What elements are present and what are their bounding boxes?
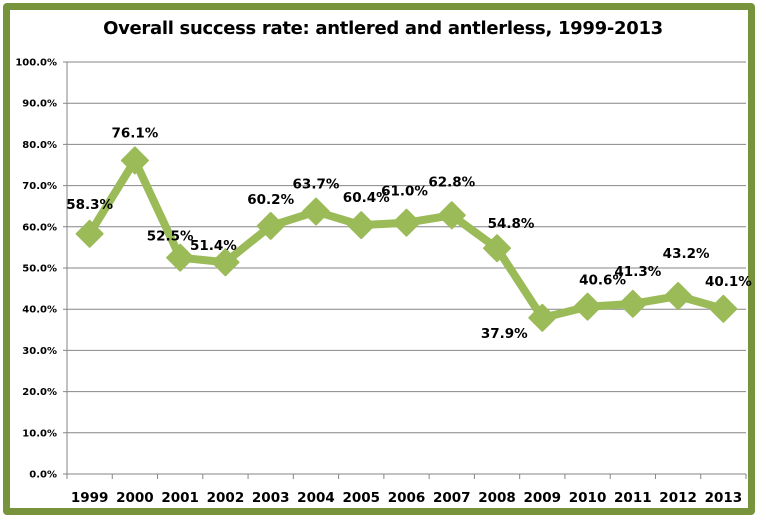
axes — [66, 62, 747, 479]
y-tick-label: 70.0% — [22, 181, 57, 192]
y-tick-label: 80.0% — [22, 140, 57, 151]
data-point-marker — [256, 211, 285, 240]
data-label: 41.3% — [614, 264, 661, 280]
y-tick-label: 0.0% — [29, 470, 57, 481]
data-point-marker — [347, 211, 376, 240]
y-tick-label: 50.0% — [22, 264, 57, 275]
data-label: 40.1% — [705, 274, 752, 290]
data-label: 43.2% — [663, 246, 710, 262]
data-label: 52.5% — [147, 229, 194, 245]
data-label: 76.1% — [111, 125, 158, 141]
x-tick-label: 2013 — [705, 490, 743, 506]
data-label: 61.0% — [381, 184, 428, 200]
data-label: 60.2% — [247, 192, 294, 208]
y-tick-label: 60.0% — [22, 222, 57, 233]
data-point-marker — [709, 294, 738, 323]
data-point-marker — [483, 234, 512, 263]
data-label: 51.4% — [190, 238, 237, 254]
x-axis-tick-labels: 1999 2000 2001 2002 2003 2004 2005 2006 2007 2008… — [71, 490, 742, 506]
y-tick-label: 100.0% — [15, 58, 57, 69]
x-tick-label: 2001 — [161, 490, 199, 506]
data-point-marker — [664, 282, 693, 311]
data-label: 62.8% — [428, 174, 475, 190]
x-tick-label: 2006 — [388, 490, 426, 506]
chart-frame — [3, 3, 755, 515]
data-point-marker — [573, 292, 602, 321]
data-point-marker — [528, 303, 557, 332]
y-tick-label: 30.0% — [22, 346, 57, 357]
x-tick-label: 2012 — [659, 490, 697, 506]
data-point-marker — [437, 201, 466, 230]
x-tick-label: 1999 — [71, 490, 109, 506]
data-label: 58.3% — [66, 197, 113, 213]
data-label: 60.4% — [343, 190, 390, 206]
x-tick-label: 2010 — [569, 490, 607, 506]
x-tick-label: 2004 — [297, 490, 335, 506]
x-tick-label: 2000 — [116, 490, 154, 506]
chart-title: Overall success rate: antlered and antle… — [103, 18, 663, 39]
data-label: 63.7% — [293, 177, 340, 193]
y-axis-tick-labels: 0.0% 10.0% 20.0% 30.0% 40.0% 50.0% 60.0% 70.0% 8… — [15, 58, 57, 481]
x-tick-label: 2002 — [207, 490, 245, 506]
y-tick-label: 90.0% — [22, 99, 57, 110]
series-markers — [75, 146, 738, 332]
data-point-marker — [301, 197, 330, 226]
data-label: 40.6% — [579, 273, 626, 289]
x-tick-label: 2003 — [252, 490, 290, 506]
y-tick-label: 40.0% — [22, 305, 57, 316]
y-tick-label: 20.0% — [22, 387, 57, 398]
x-tick-label: 2011 — [614, 490, 652, 506]
data-point-marker — [166, 243, 195, 272]
data-labels: 58.3% 76.1% 52.5%51.4% 60.2%63.7%60.4%61.0%… — [66, 125, 752, 341]
data-label: 54.8% — [488, 216, 535, 232]
data-point-marker — [75, 219, 104, 248]
data-label: 37.9% — [481, 326, 528, 342]
x-tick-label: 2009 — [524, 490, 562, 506]
x-tick-label: 2007 — [433, 490, 471, 506]
x-tick-label: 2005 — [342, 490, 380, 506]
data-point-marker — [120, 146, 149, 175]
data-point-marker — [618, 289, 647, 318]
x-tick-label: 2008 — [478, 490, 516, 506]
y-tick-label: 10.0% — [22, 428, 57, 439]
data-point-marker — [211, 248, 240, 277]
data-point-marker — [392, 208, 421, 237]
